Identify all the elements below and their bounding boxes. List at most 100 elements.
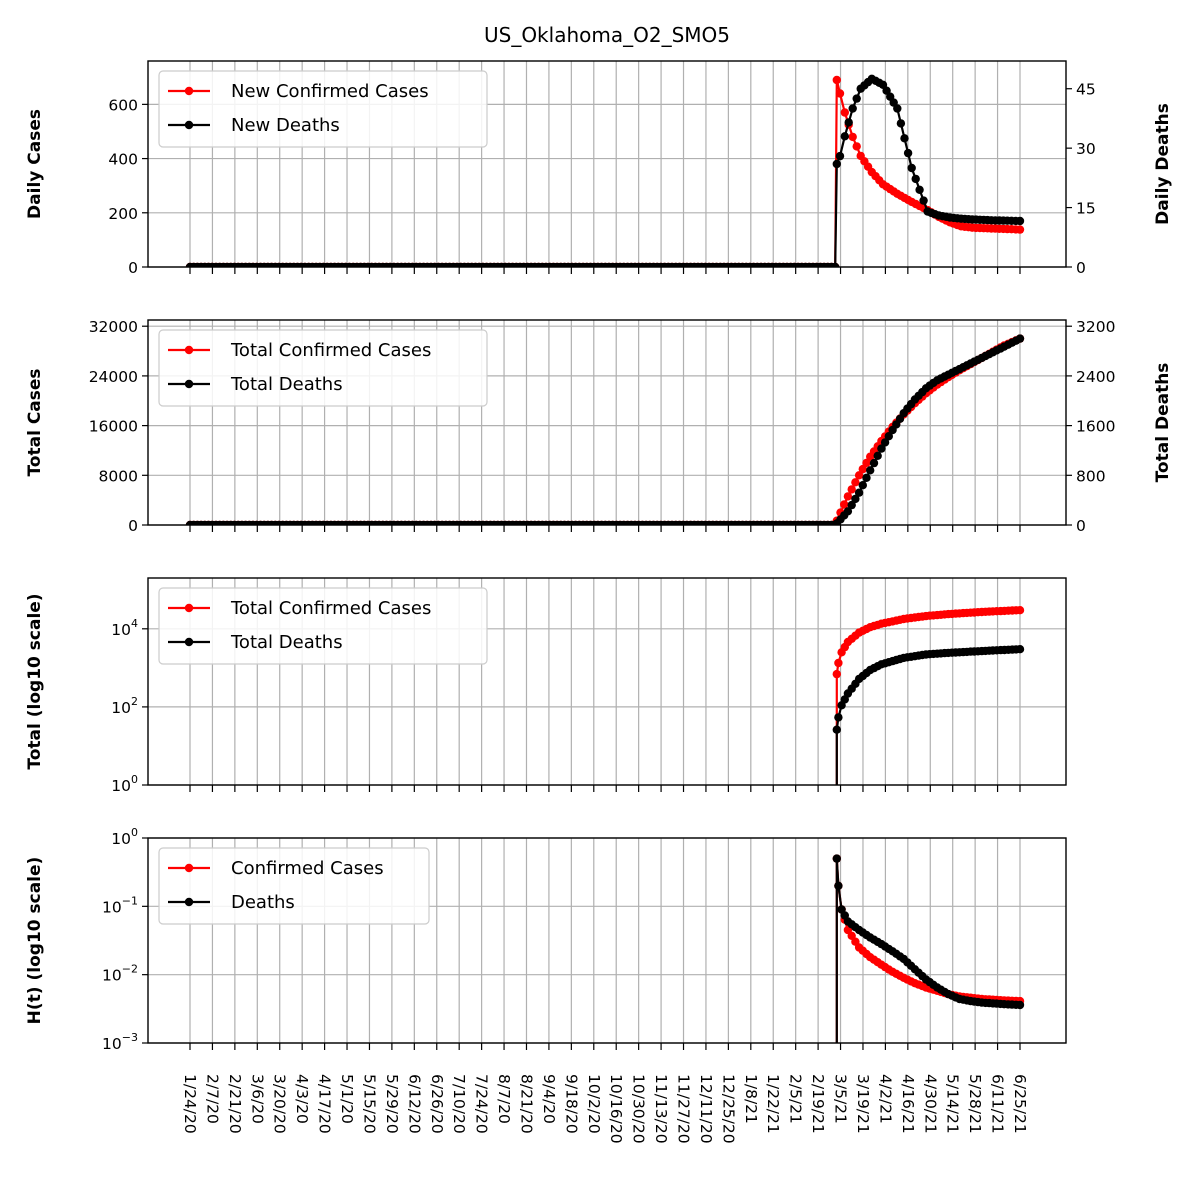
- y2-axis-label: Total Deaths: [1153, 363, 1173, 483]
- y-axis-label: H(t) (log10 scale): [25, 857, 45, 1025]
- legend-marker: [184, 603, 194, 613]
- data-point: [844, 118, 853, 127]
- x-tick-label: 2/5/21: [787, 1074, 805, 1124]
- y-axis-label: Total Cases: [25, 368, 45, 476]
- x-tick-label: 8/7/20: [495, 1074, 513, 1124]
- data-point: [834, 713, 843, 722]
- x-tick-label: 5/1/20: [338, 1074, 356, 1124]
- data-point: [832, 854, 841, 863]
- x-tick-label: 9/4/20: [540, 1074, 558, 1124]
- data-point: [847, 485, 856, 494]
- legend: Confirmed Cases Deaths: [158, 847, 430, 925]
- y-tick-label: 400: [108, 151, 138, 169]
- axes-frame: [147, 577, 1067, 786]
- data-point: [1015, 645, 1025, 654]
- legend: Total Confirmed Cases Total Deaths: [158, 587, 488, 665]
- y-tick-label: 600: [108, 96, 138, 114]
- axes-frame: [147, 319, 1067, 526]
- data-point: [896, 119, 906, 128]
- x-tick-label: 5/14/21: [944, 1074, 962, 1134]
- y-tick-label: 104: [111, 617, 138, 639]
- x-tick-label: 6/26/20: [428, 1074, 446, 1134]
- y-tick-label: 16000: [89, 418, 138, 436]
- data-point: [907, 163, 916, 173]
- y2-tick-label: 2400: [1076, 368, 1115, 386]
- data-point: [862, 458, 871, 468]
- legend-marker: [184, 345, 194, 355]
- legend: Total Confirmed Cases Total Deaths: [158, 329, 488, 407]
- y-axis-label: Total (log10 scale): [25, 593, 45, 769]
- data-point: [840, 132, 849, 141]
- legend-marker: [184, 863, 194, 873]
- legend-marker: [184, 120, 194, 130]
- x-tick-label: 4/3/20: [293, 1074, 311, 1124]
- x-tick-label: 7/24/20: [473, 1074, 491, 1134]
- y-tick-label: 10−1: [102, 894, 138, 916]
- data-point: [854, 471, 864, 480]
- data-point: [854, 488, 864, 497]
- data-point: [862, 473, 871, 482]
- data-point: [840, 108, 849, 117]
- x-tick-label: 2/21/20: [226, 1074, 244, 1134]
- y2-tick-label: 1600: [1076, 418, 1115, 436]
- data-point: [893, 104, 902, 113]
- x-tick-label: 11/13/20: [652, 1074, 670, 1144]
- y-tick-label: 10−3: [102, 1031, 138, 1053]
- x-tick-label: 12/11/20: [697, 1074, 715, 1144]
- x-tick-label: 3/5/21: [832, 1074, 850, 1124]
- data-point: [852, 142, 861, 151]
- data-point: [831, 262, 840, 267]
- data-point: [851, 494, 860, 504]
- series-deaths: [832, 854, 1025, 1043]
- y2-tick-label: 15: [1076, 200, 1096, 218]
- data-point: [1015, 225, 1025, 234]
- y-tick-label: 24000: [89, 368, 138, 386]
- legend: New Confirmed Cases New Deaths: [158, 70, 488, 148]
- legend-label: Total Confirmed Cases: [230, 340, 431, 361]
- series-cases: [832, 606, 1025, 785]
- data-point: [919, 196, 928, 205]
- y2-tick-label: 3200: [1076, 318, 1115, 336]
- data-point: [834, 658, 843, 668]
- series-deaths: [185, 334, 1025, 525]
- legend-label: New Deaths: [231, 115, 340, 136]
- data-point: [1015, 1000, 1025, 1010]
- y-tick-label: 10−2: [102, 963, 138, 985]
- data-point: [866, 466, 875, 475]
- x-tick-label: 11/27/20: [675, 1074, 693, 1144]
- legend-marker: [184, 86, 194, 96]
- data-point: [903, 148, 913, 158]
- data-point: [843, 492, 853, 501]
- legend-marker: [184, 379, 194, 389]
- data-point: [900, 134, 909, 143]
- x-tick-label: 10/30/20: [630, 1074, 648, 1144]
- legend-box: [158, 847, 430, 925]
- x-tick-label: 5/28/21: [966, 1074, 984, 1134]
- data-point: [1015, 606, 1025, 615]
- x-tick-label: 1/8/21: [742, 1074, 760, 1124]
- data-point: [869, 458, 879, 468]
- y2-tick-label: 0: [1076, 517, 1086, 535]
- data-point: [851, 478, 860, 487]
- x-tick-label: 4/17/20: [316, 1074, 334, 1134]
- x-tick-label: 5/15/20: [360, 1074, 378, 1134]
- x-tick-label: 4/16/21: [899, 1074, 917, 1134]
- y-tick-label: 0: [128, 259, 138, 277]
- data-point: [1015, 216, 1025, 226]
- series-deaths: [185, 74, 1025, 267]
- data-point: [832, 75, 841, 85]
- x-tick-label: 8/21/20: [517, 1074, 535, 1134]
- data-point: [858, 481, 867, 490]
- y-tick-label: 200: [108, 205, 138, 223]
- x-tick-label: 1/24/20: [181, 1074, 199, 1134]
- legend-marker: [184, 637, 194, 647]
- x-tick-label: 2/19/21: [809, 1074, 827, 1134]
- y-tick-label: 100: [111, 826, 138, 848]
- x-tick-label: 1/22/21: [764, 1074, 782, 1134]
- data-point: [832, 669, 841, 679]
- panel-log_total: 100 102 104 Total (log10 scale) Total Confir…: [25, 577, 1067, 795]
- panel-total: 0 8000 16000 24000 32000 0 800 1600 2400 3200 Tota…: [25, 318, 1173, 535]
- data-point: [834, 881, 843, 890]
- data-point: [915, 185, 924, 194]
